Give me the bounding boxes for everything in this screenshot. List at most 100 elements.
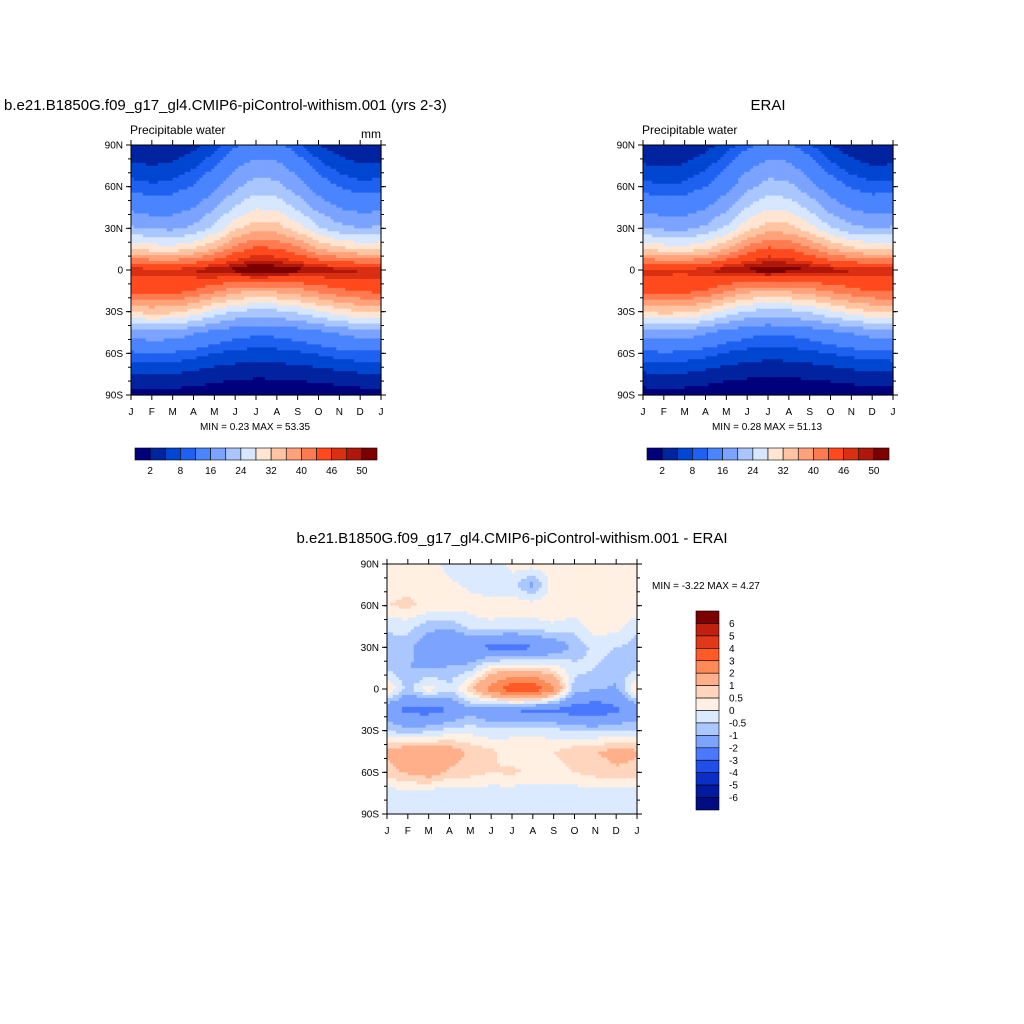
panel-model-cell xyxy=(258,201,263,206)
panel-model-cell xyxy=(288,195,293,200)
panel-model-cell xyxy=(348,189,352,194)
panel-model-cell xyxy=(297,174,302,179)
panel-model-cell xyxy=(157,237,162,241)
panel-model-cell xyxy=(357,225,361,229)
panel-model-cell xyxy=(226,189,230,194)
panel-model-cell xyxy=(148,201,153,206)
panel-model-cell xyxy=(160,317,165,322)
panel-model-cell xyxy=(241,275,245,280)
panel-model-cell xyxy=(250,225,254,229)
panel-model-cell xyxy=(294,225,299,229)
panel-model-cell xyxy=(223,264,227,268)
panel-model-cell xyxy=(199,243,204,247)
panel-model-cell xyxy=(193,267,198,271)
panel-model-cell xyxy=(202,180,207,185)
panel-model-cell xyxy=(366,275,370,280)
panel-model-cell xyxy=(351,311,355,316)
panel-model-cell xyxy=(336,213,340,218)
panel-model-cell xyxy=(142,290,147,295)
panel-model-cell xyxy=(142,192,147,197)
panel-model-cell xyxy=(315,228,320,232)
panel-model-cell xyxy=(339,189,343,194)
panel-model-cell xyxy=(315,189,320,194)
panel-model-cell xyxy=(321,180,326,185)
panel-model-cell xyxy=(133,204,138,209)
panel-model-cell xyxy=(193,147,198,152)
panel-model-cell xyxy=(339,278,343,283)
panel-model-cell xyxy=(333,222,337,226)
panel-model-cell xyxy=(172,177,177,182)
panel-model-cell xyxy=(312,270,317,274)
panel-model-cell xyxy=(253,264,257,268)
panel-model-cell xyxy=(321,272,326,277)
panel-model-cell xyxy=(360,293,364,298)
panel-model-cell xyxy=(309,264,314,268)
panel-model-cell xyxy=(166,278,171,283)
panel-model-cell xyxy=(336,198,340,203)
panel-model-cell xyxy=(244,281,248,286)
panel-model-cell xyxy=(375,296,379,301)
panel-model-cell xyxy=(369,234,373,238)
panel-model-cell xyxy=(148,192,153,197)
panel-model-cell xyxy=(288,290,293,295)
panel-model-cell xyxy=(151,213,156,218)
panel-model-cell xyxy=(327,252,332,256)
panel-model-cell xyxy=(297,270,302,274)
panel-model-cell xyxy=(166,234,171,238)
panel-model-cell xyxy=(226,177,230,182)
panel-model-cell xyxy=(190,255,195,259)
panel-model-cell xyxy=(285,219,290,223)
panel-model-cell xyxy=(202,189,207,194)
panel-model-cell xyxy=(151,267,156,271)
panel-model-cell xyxy=(238,216,242,221)
panel-model-cell xyxy=(175,180,180,185)
panel-model-cell xyxy=(175,177,180,182)
panel-model-cell xyxy=(232,290,236,295)
panel-model-cell xyxy=(160,308,165,313)
panel-model-cell xyxy=(178,153,183,158)
panel-model-cell xyxy=(172,270,177,274)
panel-model-cell xyxy=(276,290,281,295)
panel-model-cell xyxy=(163,207,168,212)
panel-model-cell xyxy=(267,228,272,232)
panel-model-cell xyxy=(154,180,159,185)
panel-model-cell xyxy=(133,213,138,218)
panel-model-cell xyxy=(241,162,245,167)
panel-model-cell xyxy=(157,153,162,158)
panel-model-cell xyxy=(193,278,198,283)
panel-model-cell xyxy=(229,147,233,152)
panel-model-cell xyxy=(339,258,343,262)
panel-model-cell xyxy=(163,198,168,203)
panel-model-cell xyxy=(247,171,251,176)
panel-model-cell xyxy=(250,281,254,286)
panel-model-cell xyxy=(157,186,162,191)
panel-model-cell xyxy=(151,207,156,212)
panel-model-cell xyxy=(261,180,266,185)
panel-model-cell xyxy=(211,314,215,319)
panel-model-cell xyxy=(145,219,150,223)
panel-model-cell xyxy=(300,210,305,215)
panel-model-cell xyxy=(378,275,382,280)
panel-model-cell xyxy=(241,198,245,203)
panel-model-cell xyxy=(184,258,189,262)
panel-model-cell xyxy=(256,284,260,289)
panel-model-cell xyxy=(267,165,272,170)
panel-model-cell xyxy=(330,189,334,194)
panel-model-cell xyxy=(181,252,186,256)
panel-model-cell xyxy=(199,159,204,164)
panel-model-cell xyxy=(258,272,263,277)
panel-model-cell xyxy=(297,228,302,232)
panel-model-cell xyxy=(187,189,192,194)
panel-model-cell xyxy=(193,168,198,173)
panel-model-cell xyxy=(157,228,162,232)
panel-model-cell xyxy=(357,246,361,250)
panel-model-cell xyxy=(276,174,281,179)
panel-model-cell xyxy=(208,270,212,274)
panel-model-cell xyxy=(196,165,201,170)
panel-model-cell xyxy=(223,186,227,191)
panel-model-cell xyxy=(357,258,361,262)
panel-model-cell xyxy=(267,243,272,247)
panel-model-cell xyxy=(131,165,135,170)
panel-model-cell xyxy=(309,261,314,265)
panel-model-cell xyxy=(279,240,284,244)
